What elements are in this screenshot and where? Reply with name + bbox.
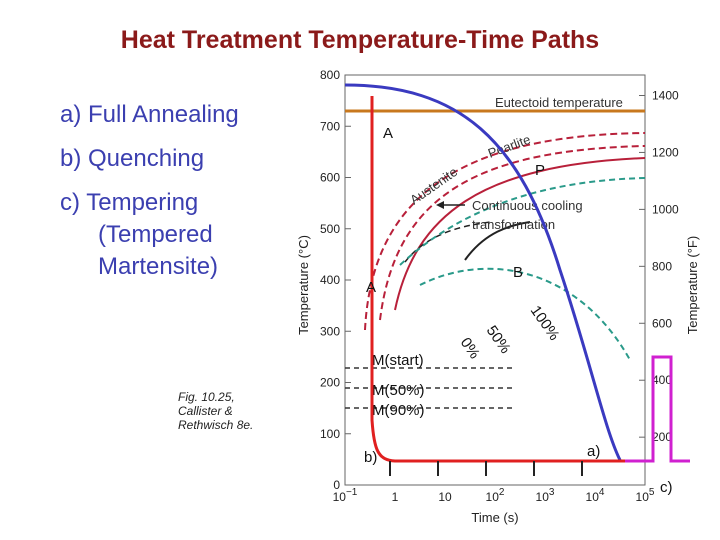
left-tick-label: 600 (320, 171, 340, 185)
pearlite-label: Pearlite (486, 132, 533, 161)
cct-arrowhead (436, 201, 444, 209)
caption-line-1: Fig. 10.25, (178, 390, 235, 404)
austenite-label: Austenite (407, 164, 460, 207)
cct-black-dashed (404, 221, 491, 263)
list-item-quenching: b) Quenching (60, 145, 205, 172)
left-axis-ticks: 800 700 600 500 400 300 200 100 0 (320, 68, 351, 492)
label-b: B (513, 264, 523, 281)
teal-curve-upper (399, 177, 646, 266)
left-tick-label: 200 (320, 376, 340, 390)
x-axis-title: Time (s) (471, 510, 518, 525)
teal-curve-lower (419, 267, 631, 361)
m90-label: M(90%) (372, 402, 425, 419)
right-tick-label: 1400 (652, 89, 679, 103)
left-tick-label: 300 (320, 324, 340, 338)
list-item-tempering-line2: (Tempered (98, 221, 213, 248)
m50-label: M(50%) (372, 382, 425, 399)
caption-line-3: Rethwisch 8e. (178, 418, 254, 432)
x-axis-ticks: 10−1 1 10 102 103 104 105 (333, 487, 655, 504)
path-c-temper (625, 355, 690, 463)
list-item-full-annealing: a) Full Annealing (60, 101, 239, 128)
x-tick-label: 1 (392, 490, 399, 504)
x-tick-label: 104 (586, 487, 605, 504)
left-tick-label: 700 (320, 119, 340, 133)
label-a-top: A (383, 125, 393, 142)
right-tick-label: 400 (652, 373, 672, 387)
label-p: P (535, 162, 545, 179)
list-item-tempering: c) Tempering (60, 189, 199, 216)
path-b-quench (370, 96, 625, 463)
label-path-b: b) (364, 449, 377, 466)
right-axis-ticks: 1400 1200 1000 800 600 400 200 (639, 89, 679, 444)
left-tick-label: 400 (320, 273, 340, 287)
cct-50-curve (379, 145, 646, 321)
figure-caption: Fig. 10.25, Callister & Rethwisch 8e. (178, 390, 253, 432)
label-path-c: c) (660, 479, 673, 496)
cct-finish-curve (394, 157, 646, 311)
right-tick-label: 200 (652, 430, 672, 444)
ms-label: M(start) (372, 352, 424, 369)
left-tick-label: 100 (320, 427, 340, 441)
x-tick-label: 105 (636, 487, 655, 504)
right-tick-label: 600 (652, 316, 672, 330)
slide-title: Heat Treatment Temperature-Time Paths (120, 26, 600, 54)
left-tick-label: 500 (320, 222, 340, 236)
pct-100-label: 100% (527, 303, 563, 344)
path-a-annealing (344, 83, 622, 461)
caption-line-2: Callister & (178, 404, 233, 418)
right-tick-label: 1000 (652, 202, 679, 216)
y-axis-title-left: Temperature (°C) (296, 235, 311, 335)
x-tick-label: 103 (536, 487, 555, 504)
label-path-a: a) (587, 443, 600, 460)
right-tick-label: 800 (652, 259, 672, 273)
cct-start-curve (364, 132, 646, 331)
left-tick-label: 800 (320, 68, 340, 82)
x-tick-label: 10 (438, 490, 452, 504)
cct-label-line2: transformation (472, 217, 555, 232)
cct-label-line1: Continuous cooling (472, 198, 583, 213)
left-tick-label: 0 (333, 478, 340, 492)
y-axis-title-right: Temperature (°F) (685, 236, 700, 334)
eutectoid-label: Eutectoid temperature (495, 95, 623, 110)
pct-0-label: 0% (457, 335, 483, 363)
right-tick-label: 1200 (652, 145, 679, 159)
x-tick-label: 10−1 (333, 487, 358, 504)
list-item-tempering-line3: Martensite) (98, 253, 219, 280)
pct-50-label: 50% (483, 323, 514, 357)
cct-black-solid (464, 221, 531, 261)
x-tick-label: 102 (486, 487, 505, 504)
label-a-low: A (366, 279, 376, 296)
